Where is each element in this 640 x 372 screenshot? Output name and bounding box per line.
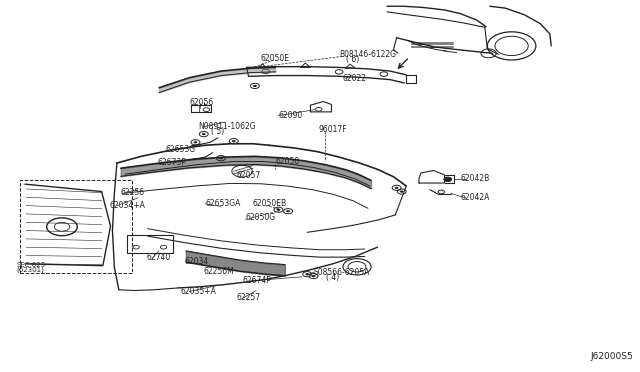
Bar bbox=[127, 235, 173, 253]
Text: 62740: 62740 bbox=[147, 253, 170, 262]
Circle shape bbox=[286, 210, 290, 212]
Text: 62653GA: 62653GA bbox=[205, 199, 241, 208]
Text: ( 5): ( 5) bbox=[211, 127, 225, 137]
Circle shape bbox=[312, 275, 316, 277]
Text: 62257: 62257 bbox=[237, 294, 261, 302]
Text: 62056: 62056 bbox=[189, 98, 213, 107]
Text: 62042B: 62042B bbox=[461, 174, 490, 183]
Text: 62050G: 62050G bbox=[245, 213, 275, 222]
Text: S08566-6205A: S08566-6205A bbox=[314, 268, 370, 277]
Circle shape bbox=[193, 141, 197, 143]
Circle shape bbox=[395, 187, 399, 189]
Text: 62042A: 62042A bbox=[461, 193, 490, 202]
Text: 62090: 62090 bbox=[278, 111, 303, 120]
Text: 62035+A: 62035+A bbox=[180, 287, 217, 296]
Text: J62000S5: J62000S5 bbox=[590, 352, 633, 361]
Text: 62050EB: 62050EB bbox=[253, 199, 287, 208]
Circle shape bbox=[305, 273, 309, 275]
Text: SEC.623: SEC.623 bbox=[17, 262, 46, 267]
Text: 96017F: 96017F bbox=[319, 125, 348, 134]
Text: 62057: 62057 bbox=[237, 171, 261, 180]
Circle shape bbox=[400, 190, 404, 193]
Text: 62653G: 62653G bbox=[166, 145, 196, 154]
Text: 62256: 62256 bbox=[121, 188, 145, 197]
Text: 62256M: 62256M bbox=[204, 267, 234, 276]
Text: 62034: 62034 bbox=[184, 257, 209, 266]
Bar bbox=[20, 180, 132, 273]
Text: (62301): (62301) bbox=[17, 266, 45, 273]
Circle shape bbox=[253, 85, 257, 87]
Text: 62674P: 62674P bbox=[242, 276, 271, 285]
Circle shape bbox=[219, 157, 223, 159]
Text: 62050E: 62050E bbox=[260, 54, 290, 62]
Text: 62673P: 62673P bbox=[157, 158, 186, 167]
Text: 62034+A: 62034+A bbox=[109, 201, 145, 210]
Text: B08146-6122G: B08146-6122G bbox=[339, 50, 396, 59]
Circle shape bbox=[202, 133, 205, 135]
Text: 62050: 62050 bbox=[275, 157, 300, 166]
Text: ( 6): ( 6) bbox=[346, 55, 359, 64]
Text: 62022: 62022 bbox=[342, 74, 366, 83]
Text: ( 4): ( 4) bbox=[326, 273, 340, 282]
Text: N08911-1062G: N08911-1062G bbox=[198, 122, 256, 131]
Circle shape bbox=[444, 177, 452, 182]
Circle shape bbox=[276, 209, 280, 211]
Circle shape bbox=[232, 140, 236, 142]
